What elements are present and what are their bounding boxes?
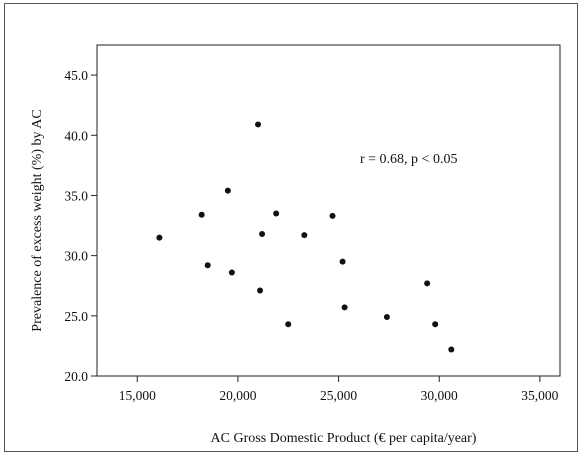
x-tick-label: 25,000 (320, 388, 357, 403)
data-point (257, 287, 264, 294)
y-tick-label: 30.0 (64, 249, 88, 264)
y-tick-label: 35.0 (64, 188, 88, 203)
data-point (156, 234, 163, 241)
data-point (273, 210, 280, 217)
y-tick-label: 20.0 (64, 369, 88, 384)
data-point (329, 212, 336, 219)
x-axis: 15,000 20,000 25,000 30,000 35,000 (119, 376, 559, 403)
x-tick-label: 30,000 (421, 388, 458, 403)
data-point (224, 187, 231, 194)
y-axis: 20.0 25.0 30.0 35.0 40.0 45.0 (64, 68, 97, 384)
x-tick-label: 20,000 (219, 388, 256, 403)
y-tick-label: 45.0 (64, 68, 88, 83)
data-point (285, 321, 292, 328)
data-point (198, 211, 205, 218)
y-axis-title: Prevalence of excess weight (%) by AC (30, 109, 45, 331)
data-point (259, 230, 266, 237)
y-tick-label: 25.0 (64, 309, 88, 324)
plot-area (96, 44, 561, 377)
data-point (383, 314, 390, 321)
data-point (204, 262, 211, 269)
data-point (301, 232, 308, 239)
data-points (156, 121, 455, 353)
x-tick-label: 15,000 (119, 388, 156, 403)
data-point (228, 269, 235, 276)
data-point (424, 280, 431, 287)
x-axis-title: AC Gross Domestic Product (€ per capita/… (211, 431, 477, 446)
data-point (448, 346, 455, 353)
y-tick-label: 40.0 (64, 128, 88, 143)
data-point (339, 258, 346, 265)
chart-frame (4, 3, 578, 452)
correlation-annotation: r = 0.68, p < 0.05 (360, 152, 457, 167)
data-point (255, 121, 262, 128)
data-point (341, 304, 348, 311)
data-point (432, 321, 439, 328)
x-tick-label: 35,000 (521, 388, 558, 403)
